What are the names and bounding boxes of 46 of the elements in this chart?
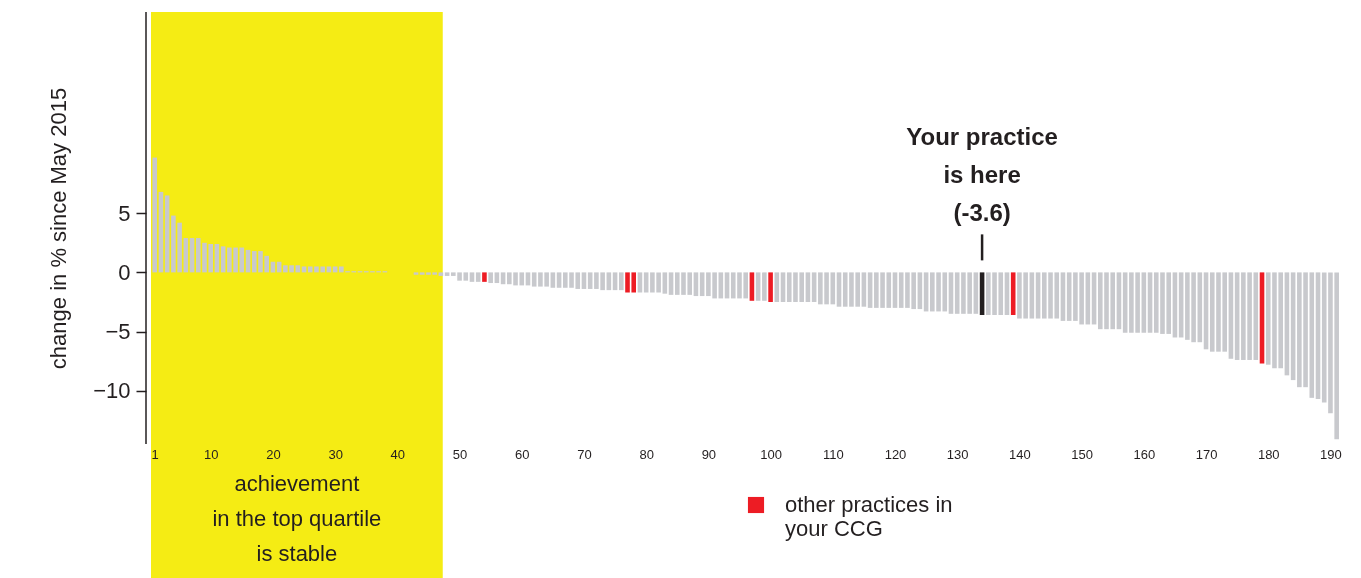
bar: [662, 272, 668, 294]
x-tick-label: 150: [1071, 446, 1093, 462]
x-tick-label: 190: [1320, 446, 1342, 462]
bar: [768, 272, 773, 302]
bar: [482, 272, 487, 282]
bar: [444, 272, 450, 276]
x-tick-label: 30: [328, 446, 343, 462]
x-tick-label: 70: [577, 446, 592, 462]
band-label: achievement in the top quartile is stable: [212, 471, 382, 566]
x-tick-label: 40: [390, 446, 406, 462]
x-tick-label: 80: [639, 446, 654, 462]
y-tick-label: 5: [118, 200, 131, 226]
bar: [550, 272, 556, 288]
bar: [488, 272, 493, 284]
x-tick-label: 170: [1195, 446, 1218, 462]
bar: [469, 272, 475, 282]
x-tick-label: 120: [884, 446, 907, 462]
x-tick-label: 110: [822, 446, 844, 462]
x-tick-label: 20: [266, 446, 281, 462]
bar: [152, 157, 158, 273]
bar: [531, 272, 537, 287]
x-tick-label: 180: [1257, 446, 1280, 462]
x-tick-label: 90: [701, 446, 717, 462]
x-tick-label: 100: [760, 446, 782, 462]
bar: [618, 272, 624, 291]
bar: [643, 272, 649, 293]
bar: [556, 272, 562, 288]
bar: [637, 272, 643, 293]
annotation: Your practice is here (-3.6): [906, 123, 1058, 227]
x-tick-label: 50: [452, 446, 468, 462]
legend-label: other practices in your CCG: [785, 492, 953, 541]
x-tick-label: 160: [1133, 446, 1156, 462]
x-tick-label: 10: [203, 446, 219, 462]
x-tick-label: 130: [946, 446, 969, 462]
x-tick-label: 60: [515, 446, 530, 462]
bar: [762, 272, 767, 301]
y-axis-title: change in % since May 2015: [46, 87, 72, 370]
x-tick-label: 1: [151, 446, 159, 462]
x-tick-label: 140: [1009, 446, 1031, 462]
y-tick-label: −10: [93, 378, 131, 404]
bar: [413, 272, 419, 275]
y-tick-label: 0: [118, 259, 131, 285]
bar: [494, 272, 500, 284]
bar: [438, 272, 444, 276]
bar: [475, 272, 481, 282]
y-tick-label: −5: [105, 319, 131, 345]
